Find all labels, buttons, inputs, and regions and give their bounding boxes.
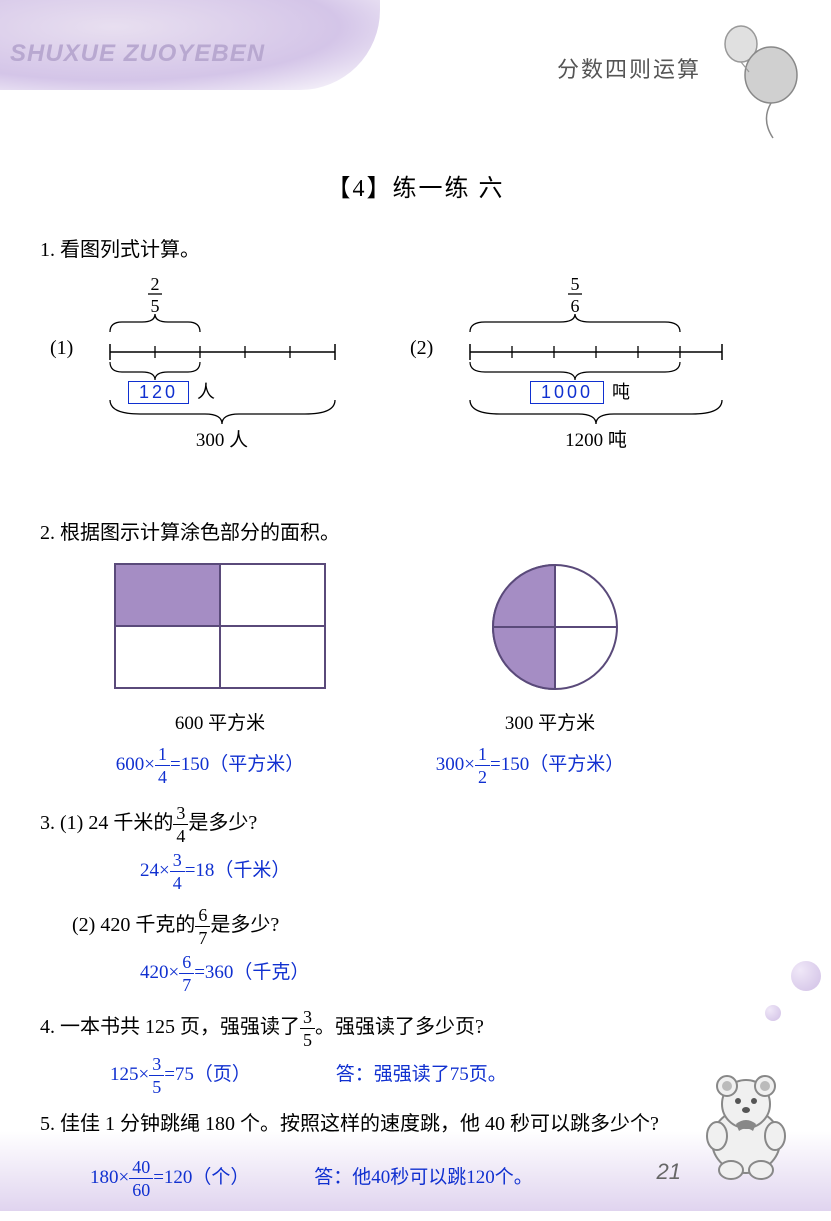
text-before: 4. 一本书共 125 页，强强读了 [40,1016,300,1038]
problem-3-num: 3. [40,812,55,834]
svg-text:300 人: 300 人 [196,429,248,451]
svg-text:5: 5 [151,296,160,316]
eq-suffix: =150（平方米） [490,754,624,775]
problem-2-heading: 2. 根据图示计算涂色部分的面积。 [40,517,790,549]
text-after: 。强强读了多少页? [315,1016,484,1038]
circle-decoration [765,1005,781,1021]
frac-den: 7 [195,927,210,947]
problem-4-eq: 125×35=75（页） [110,1064,256,1085]
answer-value: 1000 [530,381,604,404]
eq-suffix: =150（平方米） [170,754,304,775]
frac-num: 3 [173,804,188,825]
problem-1-2-label: (2) [410,337,433,360]
svg-text:5: 5 [571,274,580,294]
page-number: 21 [657,1159,681,1185]
text-before: 420 千克的 [100,914,195,936]
problem-2-circ: 300 平方米 300×12=150（平方米） [380,559,720,786]
svg-text:1200 吨: 1200 吨 [565,429,627,451]
problem-3-2-label: (2) [72,914,95,936]
problem-5-eq: 180×4060=120（个） [90,1167,254,1188]
frac-num: 1 [475,745,490,766]
eq-prefix: 180× [90,1167,129,1188]
frac-den: 7 [179,974,194,994]
page-content: 1. 看图列式计算。 2 5 [40,220,790,1199]
problem-3-2-eq: 420×67=360（千克） [140,953,790,994]
frac-den: 4 [170,872,185,892]
text-after: 是多少? [210,914,279,936]
frac-den: 5 [149,1076,164,1096]
frac-num: 6 [179,953,194,974]
frac-num: 3 [300,1008,315,1029]
problem-2-rect: 600 平方米 600×14=150（平方米） [40,559,380,786]
frac-den: 4 [173,825,188,845]
chapter-title: 分数四则运算 [557,52,701,84]
problem-3-2: (2) 420 千克的67是多少? [72,906,790,947]
problem-1-1-answer: 120 人 [128,378,215,404]
answer-unit: 吨 [612,382,630,402]
eq-prefix: 125× [110,1064,149,1085]
problem-4: 4. 一本书共 125 页，强强读了35。强强读了多少页? [40,1008,790,1049]
problem-1-heading: 1. 看图列式计算。 [40,234,790,266]
frac-num: 40 [129,1158,153,1179]
eq-suffix: =360（千克） [194,962,309,983]
eq-prefix: 300× [436,754,475,775]
problem-3-1-label: (1) [60,812,83,834]
eq-prefix: 24× [140,860,170,881]
frac-num: 6 [195,906,210,927]
answer-value: 120 [128,381,189,404]
bear-decoration [691,1066,801,1191]
problem-4-solution: 125×35=75（页） 答：强强读了75页。 [40,1055,790,1096]
text-after: 是多少? [188,812,257,834]
frac-num: 3 [170,851,185,872]
problem-1-diagrams: 2 5 300 人 (1) 120 [40,272,790,457]
problem-4-answer: 答：强强读了75页。 [336,1059,507,1086]
problem-3-1-eq: 24×34=18（千米） [140,851,790,892]
balloons-decoration [701,20,801,145]
book-series-title: SHUXUE ZUOYEBEN [10,40,265,68]
rect-equation: 600×14=150（平方米） [40,745,380,786]
svg-text:6: 6 [571,296,580,316]
frac-den: 60 [129,1179,153,1199]
page-title: 【4】练一练 六 [0,168,831,203]
circle-decoration [791,961,821,991]
rect-label: 600 平方米 [60,708,380,735]
problem-5-answer: 答：他40秒可以跳120个。 [314,1162,533,1189]
frac-den: 4 [155,766,170,786]
eq-suffix: =75（页） [164,1064,251,1085]
problem-1-2: 5 6 1200 吨 (2) [400,272,780,457]
svg-text:2: 2 [151,274,160,294]
frac-den: 5 [300,1029,315,1049]
eq-suffix: =120（个） [153,1167,249,1188]
frac-den: 2 [475,766,490,786]
frac-num: 1 [155,745,170,766]
circ-label: 300 平方米 [380,708,720,735]
problem-5-heading: 5. 佳佳 1 分钟跳绳 180 个。按照这样的速度跳，他 40 秒可以跳多少个… [40,1108,790,1140]
eq-suffix: =18（千米） [185,860,291,881]
frac-num: 3 [149,1055,164,1076]
answer-unit: 人 [197,382,215,402]
problem-1-1-label: (1) [50,337,73,360]
problem-2-diagrams: 600 平方米 600×14=150（平方米） 300 平方米 300×12=1… [40,559,790,786]
eq-prefix: 420× [140,962,179,983]
eq-prefix: 600× [116,754,155,775]
problem-1-2-answer: 1000 吨 [530,378,630,404]
problem-3-1: 3. (1) 24 千米的34是多少? [40,804,790,845]
problem-1-1: 2 5 300 人 (1) 120 [40,272,400,457]
text-before: 24 千米的 [88,812,173,834]
circ-equation: 300×12=150（平方米） [340,745,720,786]
